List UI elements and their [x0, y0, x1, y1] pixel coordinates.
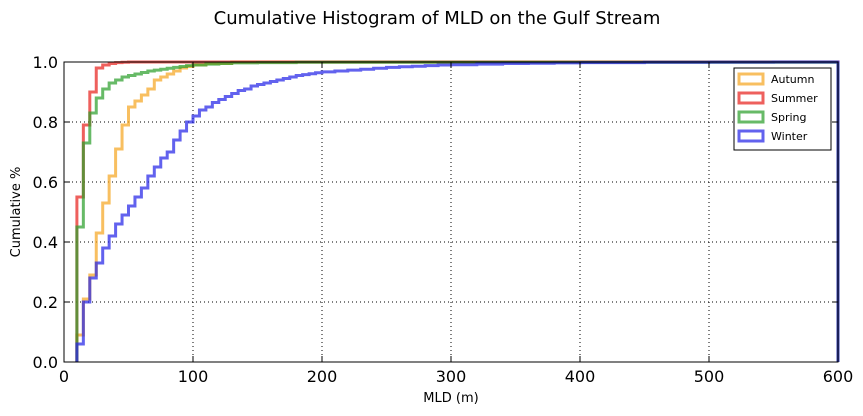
y-tick-label: 0.8 — [33, 113, 58, 132]
grid — [64, 62, 838, 362]
legend-swatch — [737, 110, 765, 124]
y-tick-label: 0.2 — [33, 293, 58, 312]
y-tick-label: 0.0 — [33, 353, 58, 372]
ticks: 0 100 200 300 400 500 600 0.0 0.2 0.4 0.6 0.8 1.0 — [33, 53, 854, 386]
legend-box — [733, 67, 832, 151]
chart-title: Cumulative Histogram of MLD on the Gulf … — [214, 8, 661, 29]
x-tick-label: 400 — [565, 367, 596, 386]
series-line-autumn — [75, 60, 840, 362]
legend-swatch — [737, 91, 765, 105]
y-tick-label: 1.0 — [33, 53, 58, 72]
x-tick-label: 200 — [307, 367, 338, 386]
series-line-spring — [75, 60, 840, 362]
x-tick-label: 0 — [59, 367, 69, 386]
y-tick-label: 0.6 — [33, 173, 58, 192]
y-tick-label: 0.4 — [33, 233, 58, 252]
series-line-summer — [75, 60, 840, 362]
legend: Autumn Summer Spring Winter — [733, 67, 832, 151]
x-tick-label: 100 — [178, 367, 209, 386]
legend-label: Winter — [771, 130, 808, 143]
legend-label: Autumn — [771, 73, 814, 86]
x-axis-label: MLD (m) — [423, 391, 478, 406]
legend-label: Summer — [771, 92, 818, 105]
legend-swatch — [737, 72, 765, 86]
x-tick-label: 600 — [823, 367, 854, 386]
legend-label: Spring — [771, 111, 807, 124]
x-tick-label: 300 — [436, 367, 467, 386]
y-axis-label: Cumulative % — [9, 167, 24, 258]
series-line-winter — [75, 60, 840, 362]
x-tick-label: 500 — [694, 367, 725, 386]
legend-swatch — [737, 129, 765, 143]
series-layer — [75, 60, 840, 362]
